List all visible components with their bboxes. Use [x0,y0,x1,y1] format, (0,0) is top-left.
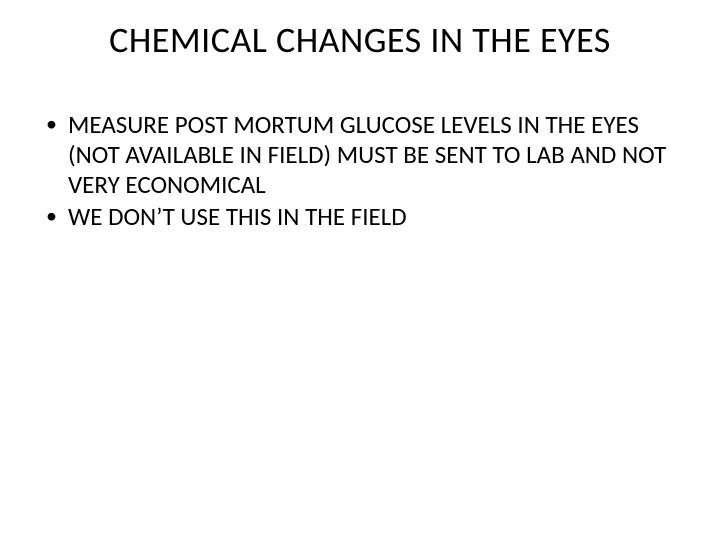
slide-container: CHEMICAL CHANGES IN THE EYES MEASURE POS… [0,0,720,540]
slide-title: CHEMICAL CHANGES IN THE EYES [50,18,670,62]
bullet-list: MEASURE POST MORTUM GLUCOSE LEVELS IN TH… [40,110,680,232]
list-item: MEASURE POST MORTUM GLUCOSE LEVELS IN TH… [40,110,680,200]
list-item: WE DON’T USE THIS IN THE FIELD [40,202,680,232]
